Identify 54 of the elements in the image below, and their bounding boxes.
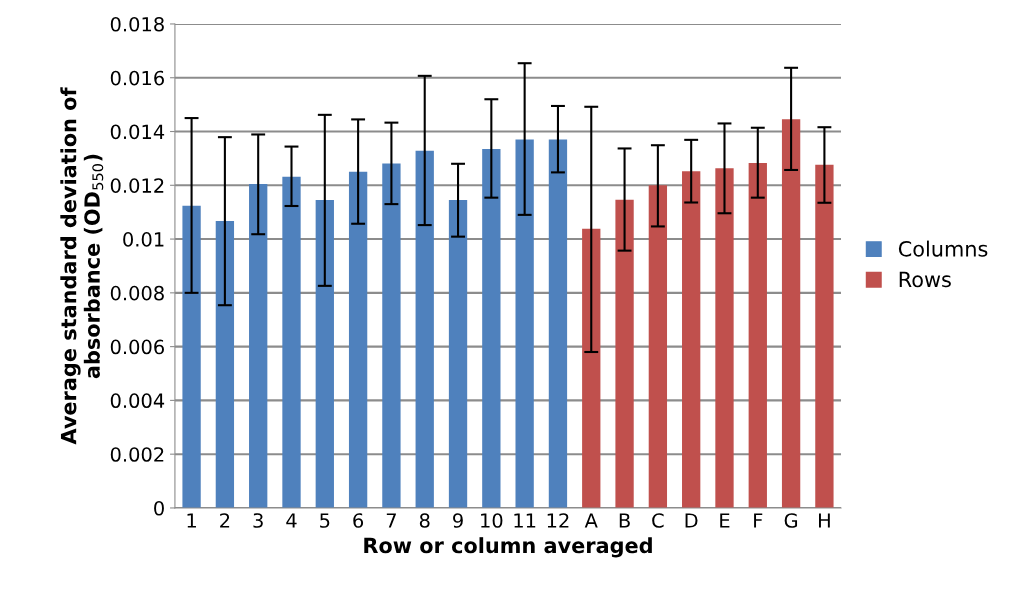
bar [215,221,235,508]
y-tick-label: 0.006 [110,339,164,355]
y-tick-label: 0.002 [110,447,164,462]
x-tick-label: 8 [419,513,430,528]
x-tick-label: 9 [453,513,463,528]
bar [548,139,568,508]
x-tick-label: 6 [353,513,364,528]
y-tick-label: 0.014 [110,124,165,140]
x-tick-label: 12 [547,513,569,528]
x-tick-label: A [584,513,598,528]
bar [282,176,301,508]
x-tick-label: H [819,513,830,528]
x-tick-label: G [784,513,798,528]
legend-label: Rows [899,271,951,288]
x-tick-label: 4 [286,513,297,528]
x-tick-label: E [720,513,730,528]
x-tick-label: F [754,513,763,528]
y-tick-label: 0.012 [110,178,164,193]
x-tick-label: 7 [386,513,396,528]
bar [615,199,634,508]
y-axis-title: Average standard deviation of absorbance (OD$_{550}$) [60,87,104,445]
x-tick-label: 1 [187,513,196,528]
x-tick-label: 10 [481,513,503,528]
y-tick-label: 0.01 [123,232,164,247]
bar [382,163,401,508]
x-tick-label: 2 [220,513,230,528]
bar [515,139,534,508]
x-tick-label: 5 [320,513,330,528]
y-tick-label: 0 [154,500,164,516]
bar [781,119,801,508]
bar [815,164,834,508]
bar [249,183,268,508]
bar [415,150,434,508]
bar [348,171,368,508]
y-tick-label: 0.004 [110,393,165,409]
x-tick-label: C [652,513,664,528]
bar [682,171,701,508]
bar [315,200,334,508]
x-tick-label: B [619,513,630,528]
bar [448,200,468,508]
x-tick-label: 11 [514,513,536,528]
bar [748,162,767,508]
x-tick-label: D [685,513,698,528]
legend-label: Columns [898,240,988,257]
y-tick-label: 0.016 [110,70,164,86]
bar [482,148,501,508]
x-tick-label: 3 [253,513,263,528]
x-axis-title: Row or column averaged [364,537,652,558]
bar [182,205,201,508]
y-tick-label: 0.008 [110,285,164,301]
y-tick-label: 0.018 [110,16,164,32]
bar [648,185,668,508]
bar [582,228,601,508]
bar [715,168,734,508]
